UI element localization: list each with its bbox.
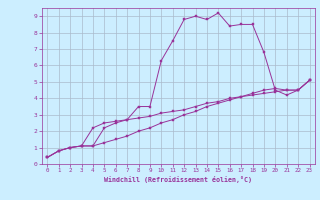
X-axis label: Windchill (Refroidissement éolien,°C): Windchill (Refroidissement éolien,°C) — [104, 176, 252, 183]
